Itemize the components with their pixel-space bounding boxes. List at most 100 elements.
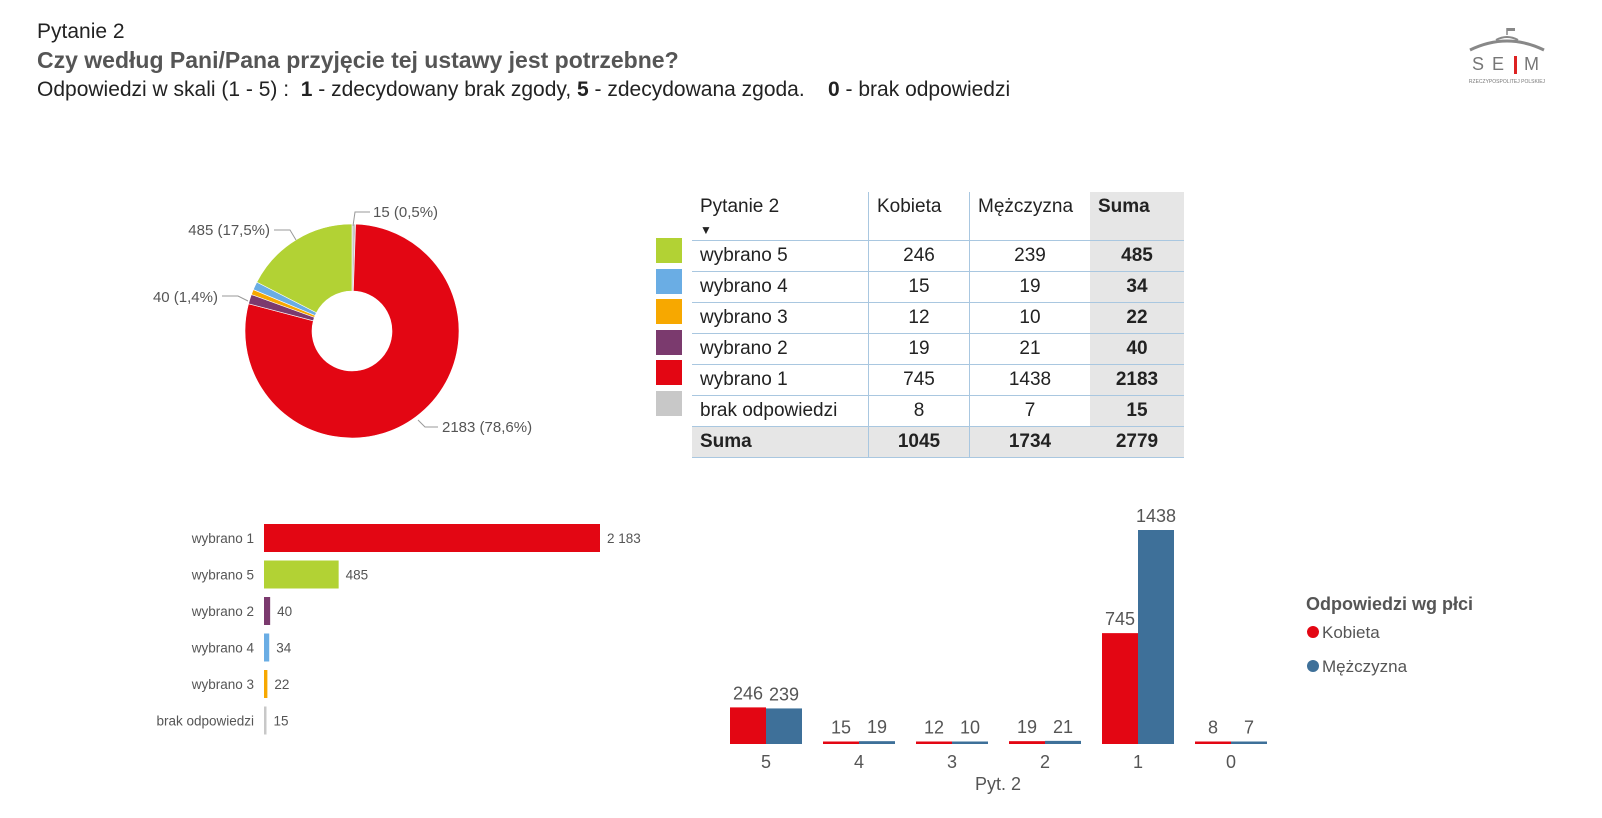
pie-label: 2183 (78,6%): [442, 419, 532, 436]
scale-prefix: Odpowiedzi w skali (1 - 5) :: [37, 78, 301, 101]
header-suma: Suma: [1090, 192, 1184, 241]
cell-k: 8: [868, 395, 970, 427]
pie-label: 40 (1,4%): [153, 289, 218, 306]
cell-label: brak odpowiedzi: [692, 395, 869, 427]
cell-k: 12: [868, 302, 970, 334]
hbar-value-label: 2 183: [607, 531, 641, 546]
x-axis-label: Pyt. 2: [975, 774, 1021, 794]
cell-m: 21: [969, 333, 1090, 365]
cell-s: 40: [1090, 333, 1184, 365]
cell-s: 2183: [1090, 364, 1184, 396]
x-tick-label: 0: [1226, 752, 1236, 772]
hbar-category-label: brak odpowiedzi: [156, 714, 254, 729]
cell-m: 10: [969, 302, 1090, 334]
hbar: [264, 524, 600, 552]
legend-swatch: [656, 360, 682, 385]
column-value-label: 8: [1208, 718, 1218, 738]
header-kobieta: Kobieta: [868, 192, 970, 241]
hbar-category-label: wybrano 1: [191, 531, 254, 546]
footer-suma: 2779: [1090, 426, 1184, 458]
table-row: wybrano 4 15 19 34: [692, 271, 1184, 303]
legend-dot: [1307, 660, 1319, 672]
column-value-label: 7: [1244, 718, 1254, 738]
pie-leader-line: [352, 211, 370, 227]
column-bar: [1102, 633, 1138, 744]
column-bar: [952, 741, 988, 744]
cell-k: 15: [868, 271, 970, 303]
cell-k: 19: [868, 333, 970, 365]
legend-swatch: [656, 329, 682, 355]
column-value-label: 12: [924, 718, 944, 738]
cell-k: 745: [868, 364, 970, 396]
table-row: wybrano 3 12 10 22: [692, 302, 1184, 334]
hbar: [264, 633, 270, 662]
x-tick-label: 1: [1133, 752, 1143, 772]
column-bar: [730, 707, 766, 744]
column-bar: [1009, 741, 1045, 744]
table-header: Pytanie 2 ▼ Kobieta Mężczyzna Suma: [692, 192, 1184, 241]
svg-text:M: M: [1524, 54, 1539, 74]
hbar-category-label: wybrano 5: [191, 568, 254, 583]
legend-label: Mężczyzna: [1322, 657, 1408, 676]
column-bar: [1138, 530, 1174, 744]
hbar-value-label: 485: [346, 568, 369, 583]
table-footer: Suma 1045 1734 2779: [692, 426, 1184, 458]
legend-swatch: [656, 390, 682, 416]
pie-leader-line: [222, 295, 249, 302]
x-tick-label: 5: [761, 752, 771, 772]
hbar-value-label: 34: [276, 641, 292, 656]
cell-m: 239: [969, 240, 1090, 272]
column-bar: [823, 741, 859, 744]
legend-swatch: [656, 268, 682, 294]
footer-kobieta: 1045: [868, 426, 970, 458]
hbar-category-label: wybrano 4: [191, 641, 255, 656]
cell-label: wybrano 1: [692, 364, 869, 396]
cell-label: wybrano 4: [692, 271, 869, 303]
legend-swatch: [656, 299, 682, 324]
column-value-label: 15: [831, 718, 851, 738]
column-value-label: 745: [1105, 609, 1135, 629]
hbar-value-label: 22: [274, 677, 289, 692]
table-row: wybrano 1 745 1438 2183: [692, 364, 1184, 396]
cell-label: wybrano 5: [692, 240, 869, 272]
svg-text:RZECZYPOSPOLITEJ POLSKIEJ: RZECZYPOSPOLITEJ POLSKIEJ: [1469, 79, 1546, 85]
cell-s: 485: [1090, 240, 1184, 272]
cell-m: 1438: [969, 364, 1090, 396]
scale-0: 0: [828, 78, 840, 101]
scale-1: 1: [300, 78, 313, 101]
column-value-label: 246: [733, 683, 763, 703]
cell-s: 22: [1090, 302, 1184, 334]
column-bar: [1045, 740, 1081, 744]
cell-s: 34: [1090, 271, 1184, 303]
legend-title: Odpowiedzi wg płci: [1306, 594, 1473, 614]
scale-5: 5: [577, 78, 589, 101]
cell-label: wybrano 3: [692, 302, 869, 334]
column-value-label: 239: [769, 684, 799, 704]
pie-label: 15 (0,5%): [373, 204, 438, 221]
column-value-label: 1438: [1136, 506, 1176, 526]
column-value-label: 21: [1053, 717, 1073, 737]
cell-m: 7: [969, 395, 1090, 427]
column-bar: [916, 741, 952, 744]
table-row: brak odpowiedzi 8 7 15: [692, 395, 1184, 427]
cell-s: 15: [1090, 395, 1184, 427]
header-mezczyzna: Mężczyzna: [969, 192, 1090, 241]
hbar: [264, 670, 268, 698]
results-table: Pytanie 2 ▼ Kobieta Mężczyzna Suma wybran…: [692, 192, 1184, 458]
page-title: Czy według Pani/Pana przyjęcie tej ustaw…: [37, 47, 679, 73]
footer-mezczyzna: 1734: [969, 426, 1090, 458]
footer-label: Suma: [692, 426, 869, 458]
table-row: wybrano 2 19 21 40: [692, 333, 1184, 365]
hbar: [264, 706, 267, 735]
column-bar: [1195, 741, 1231, 744]
hbar-value-label: 40: [277, 604, 292, 619]
hbar: [264, 560, 339, 589]
cell-k: 246: [868, 240, 970, 272]
column-bar: [859, 741, 895, 744]
hbar-category-label: wybrano 3: [191, 677, 254, 692]
scale-description: Odpowiedzi w skali (1 - 5) : 1 - zdecydo…: [37, 78, 1010, 102]
pie-slice: [244, 223, 460, 439]
column-value-label: 10: [960, 718, 980, 738]
scale-1-text: - zdecydowany brak zgody,: [312, 78, 578, 101]
